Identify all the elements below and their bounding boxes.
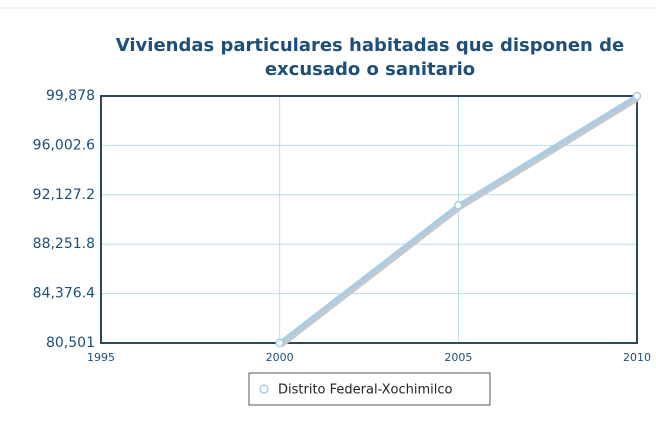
x-tick-label: 2005 <box>444 351 472 364</box>
y-tick-label: 88,251.8 <box>33 236 95 252</box>
point <box>275 338 284 348</box>
y-tick-label: 99,878 <box>46 88 95 104</box>
point <box>632 91 642 101</box>
legend-box <box>248 372 491 406</box>
y-tick-label: 96,002.6 <box>33 137 95 153</box>
y-tick-label: 84,376.4 <box>33 286 95 302</box>
y-tick-label: 92,127.2 <box>33 187 95 203</box>
chart-title: Viviendas particulares habitadas que dis… <box>116 35 624 56</box>
legend-label: Distrito Federal-Xochimilco <box>278 383 453 398</box>
x-tick-label: 2000 <box>266 351 294 364</box>
plot-border <box>100 95 638 344</box>
legend-marker <box>259 384 269 394</box>
point <box>454 201 463 210</box>
x-tick-label: 2010 <box>623 351 651 364</box>
chart-title: excusado o sanitario <box>265 59 475 80</box>
y-tick-label: 80,501 <box>46 335 95 351</box>
x-tick-label: 1995 <box>87 351 115 364</box>
